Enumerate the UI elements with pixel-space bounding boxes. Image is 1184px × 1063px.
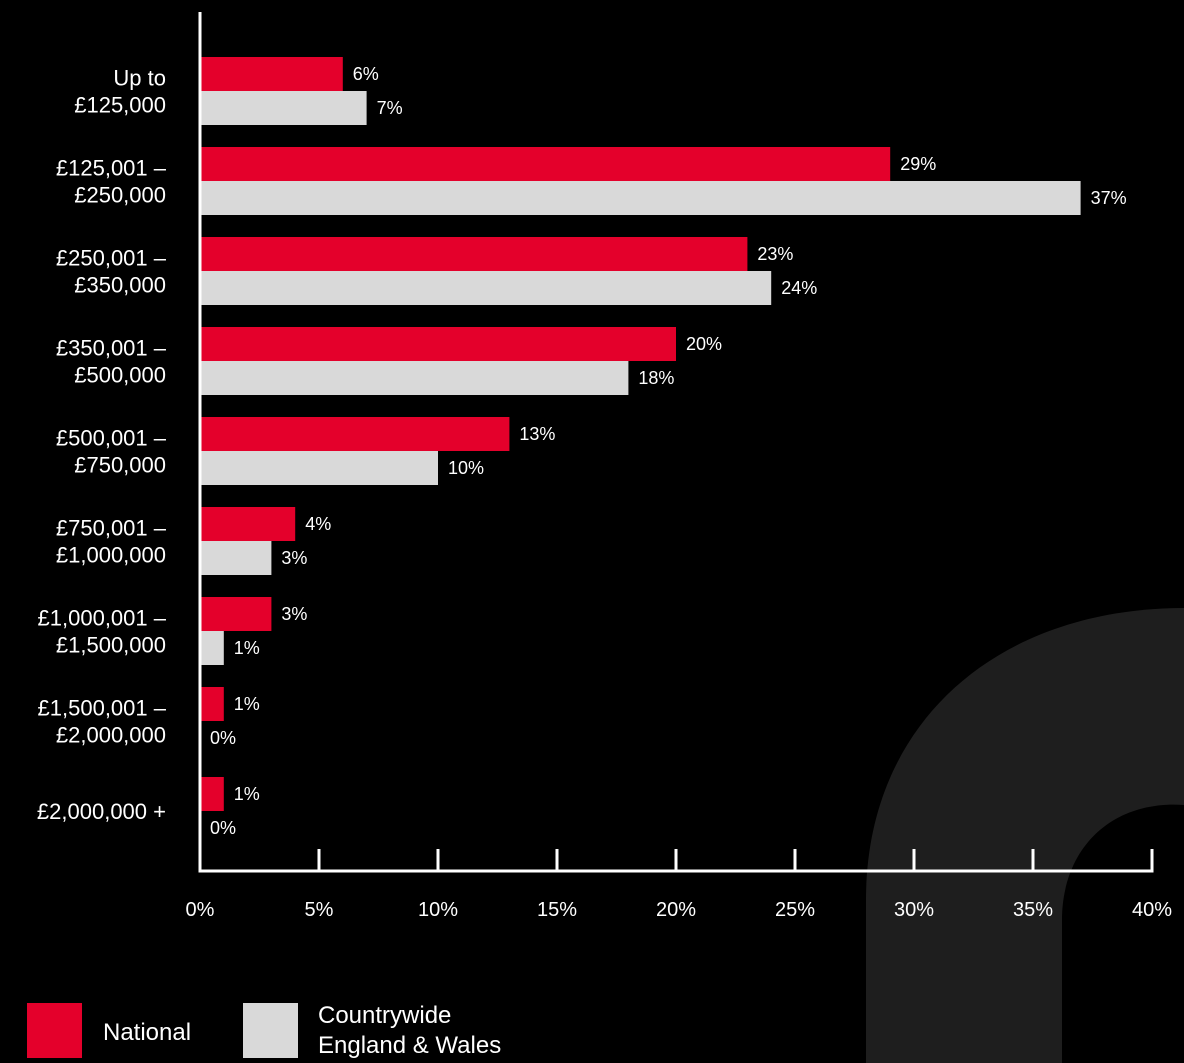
category-label: £350,000 — [74, 273, 166, 298]
national-value-label: 13% — [519, 424, 555, 444]
countrywide-bar — [200, 91, 367, 125]
legend-label-countrywide: England & Wales — [318, 1032, 501, 1059]
legend-swatch-national — [27, 1003, 82, 1058]
category-label: £750,000 — [74, 453, 166, 478]
national-value-label: 1% — [234, 784, 260, 804]
national-value-label: 23% — [757, 244, 793, 264]
x-tick-label: 40% — [1132, 899, 1172, 921]
countrywide-bar — [200, 541, 272, 575]
watermark-shape — [866, 608, 1184, 1063]
countrywide-value-label: 1% — [234, 638, 260, 658]
legend-label-national: National — [103, 1019, 191, 1046]
national-bar — [200, 147, 891, 181]
category-label: Up to — [113, 66, 166, 91]
countrywide-value-label: 0% — [210, 728, 236, 748]
national-bar — [200, 57, 343, 91]
category-label: £125,000 — [74, 93, 166, 118]
countrywide-value-label: 10% — [448, 458, 484, 478]
category-label: £2,000,000 + — [37, 799, 166, 824]
national-bar — [200, 687, 224, 721]
countrywide-bar — [200, 271, 772, 305]
category-label: £1,500,000 — [56, 633, 166, 658]
category-label: £500,001 – — [56, 426, 167, 451]
x-tick-label: 5% — [305, 899, 334, 921]
national-bar — [200, 507, 296, 541]
countrywide-value-label: 3% — [281, 548, 307, 568]
national-value-label: 1% — [234, 694, 260, 714]
category-label: £2,000,000 — [56, 723, 166, 748]
legend: National Countrywide England & Wales — [27, 1002, 501, 1059]
national-value-label: 3% — [281, 604, 307, 624]
axes: 0% 5% 10% 15% 20% 25% 30% 35% 40% — [186, 12, 1172, 921]
x-tick-label: 35% — [1013, 899, 1053, 921]
national-value-label: 29% — [900, 154, 936, 174]
category-label: £500,000 — [74, 363, 166, 388]
legend-label-countrywide: Countrywide — [318, 1002, 451, 1029]
countrywide-value-label: 18% — [638, 368, 674, 388]
x-tick-label: 15% — [537, 899, 577, 921]
legend-swatch-countrywide — [243, 1003, 298, 1058]
category-label: £1,000,000 — [56, 543, 166, 568]
category-label: £750,001 – — [56, 516, 167, 541]
national-value-label: 4% — [305, 514, 331, 534]
countrywide-bar — [200, 451, 438, 485]
national-bar — [200, 237, 748, 271]
category-label: £1,000,001 – — [38, 606, 167, 631]
national-bar — [200, 327, 676, 361]
countrywide-value-label: 37% — [1091, 188, 1127, 208]
x-tick-label: 0% — [186, 899, 215, 921]
countrywide-value-label: 7% — [377, 98, 403, 118]
national-bar — [200, 777, 224, 811]
countrywide-bar — [200, 181, 1081, 215]
x-tick-label: 20% — [656, 899, 696, 921]
category-label: £350,001 – — [56, 336, 167, 361]
x-tick-label: 30% — [894, 899, 934, 921]
category-label: £250,000 — [74, 183, 166, 208]
national-value-label: 20% — [686, 334, 722, 354]
countrywide-bar — [200, 631, 224, 665]
countrywide-bar — [200, 361, 629, 395]
national-bar — [200, 417, 510, 451]
national-bar — [200, 597, 272, 631]
category-label: £250,001 – — [56, 246, 167, 271]
x-tick-label: 10% — [418, 899, 458, 921]
countrywide-value-label: 0% — [210, 818, 236, 838]
national-value-label: 6% — [353, 64, 379, 84]
category-label: £1,500,001 – — [38, 696, 167, 721]
countrywide-value-label: 24% — [781, 278, 817, 298]
x-tick-label: 25% — [775, 899, 815, 921]
category-label: £125,001 – — [56, 156, 167, 181]
